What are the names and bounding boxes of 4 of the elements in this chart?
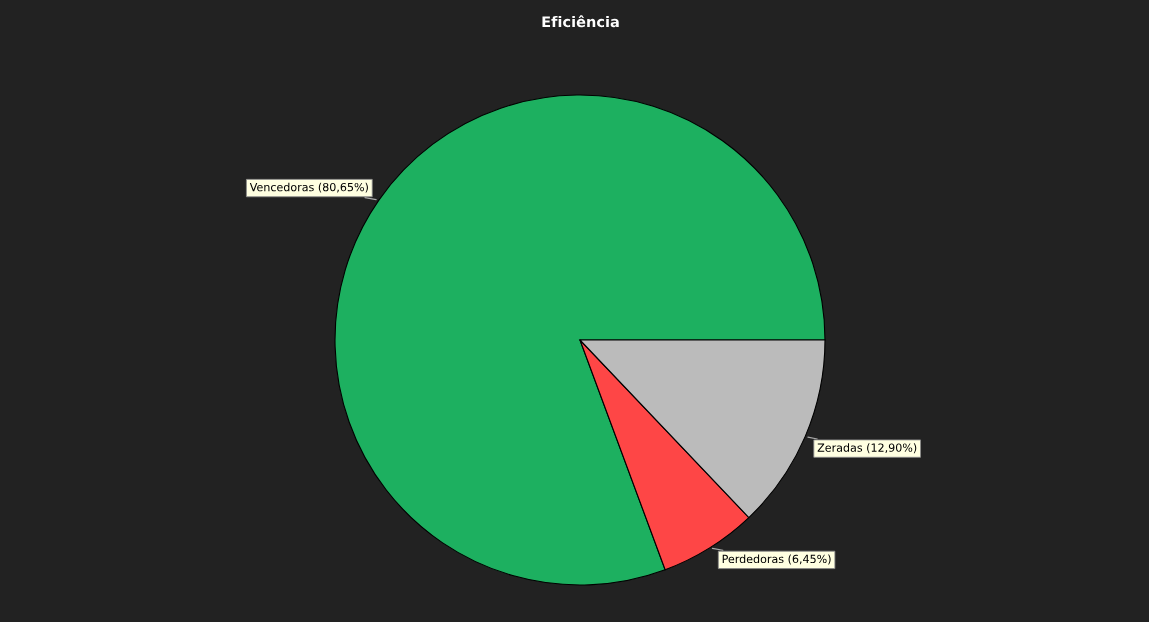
- slice-label: Perdedoras (6,45%): [722, 554, 831, 565]
- slice-label: Vencedoras (80,65%): [249, 182, 368, 193]
- chart-title: Eficiência: [542, 15, 619, 28]
- slice-label: Zeradas (12,90%): [817, 443, 917, 454]
